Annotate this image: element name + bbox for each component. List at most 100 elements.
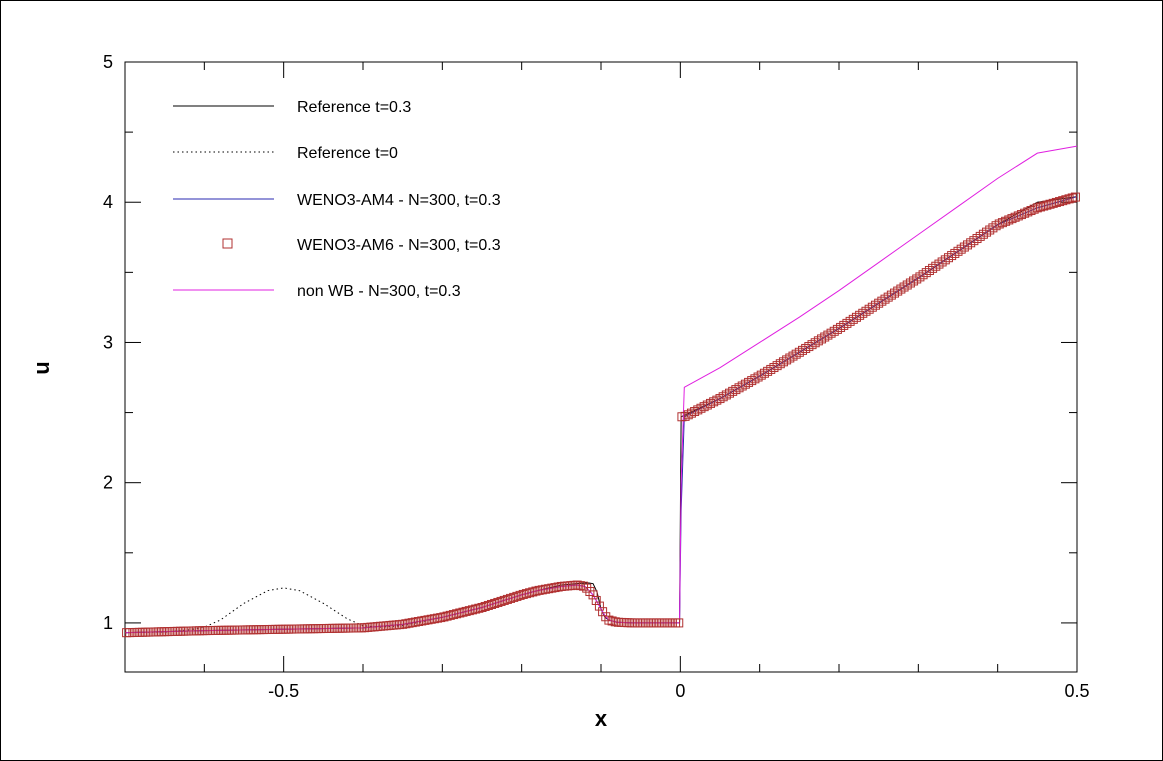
data-point-marker [994, 219, 1004, 229]
data-point-marker [674, 618, 684, 628]
data-point-marker [512, 591, 522, 601]
y-tick-label: 2 [103, 473, 113, 493]
data-point-marker [553, 582, 563, 592]
data-point-marker [502, 594, 512, 604]
data-point-marker [480, 601, 490, 611]
data-point-marker [414, 617, 424, 627]
data-point-marker [550, 583, 560, 593]
data-point-marker [534, 585, 544, 595]
data-point-marker [452, 609, 462, 619]
data-point-marker [991, 221, 1001, 231]
series-layer [124, 145, 1078, 634]
x-tick-label: -0.5 [268, 681, 299, 701]
data-point-marker [401, 619, 411, 629]
data-point-marker [433, 613, 443, 623]
data-point-marker [604, 615, 614, 625]
data-point-marker [696, 403, 706, 413]
data-point-marker [471, 604, 481, 614]
data-point-marker [439, 612, 449, 622]
data-point-marker [1023, 207, 1033, 217]
data-point-marker [699, 402, 709, 412]
data-point-marker [572, 580, 582, 590]
legend-label: non WB - N=300, t=0.3 [297, 283, 461, 300]
data-point-marker [598, 607, 608, 617]
data-point-marker [693, 405, 703, 415]
data-point-marker [477, 602, 487, 612]
data-point-marker [1020, 208, 1030, 218]
y-tick-label: 1 [103, 613, 113, 633]
y-tick-label: 4 [103, 192, 113, 212]
data-point-marker [1007, 214, 1017, 224]
data-point-marker [404, 618, 414, 628]
data-point-marker [1010, 212, 1020, 222]
data-point-marker [1064, 194, 1074, 204]
data-point-marker [1042, 200, 1052, 210]
legend-label: Reference t=0.3 [297, 99, 411, 116]
data-point-marker [702, 400, 712, 410]
data-point-marker [997, 218, 1007, 228]
data-point-marker [537, 585, 547, 595]
y-axis-title: u [29, 361, 54, 374]
legend: Reference t=0.3 Reference t=0 WENO3-AM4 - … [173, 99, 501, 300]
data-point-marker [709, 397, 719, 407]
data-point-marker [683, 410, 693, 420]
y-tick-label: 5 [103, 52, 113, 72]
data-point-marker [521, 589, 531, 599]
data-point-marker [448, 610, 458, 620]
y-axis-ticks: 1 2 3 4 5 [103, 52, 1077, 633]
data-point-marker [1036, 202, 1046, 212]
x-tick-label: 0.5 [1064, 681, 1089, 701]
data-point-marker [1058, 196, 1068, 206]
data-point-marker [1004, 215, 1014, 225]
legend-label: Reference t=0 [297, 145, 398, 162]
data-point-marker [407, 618, 417, 628]
series-line-4 [124, 145, 1078, 634]
data-point-marker [686, 408, 696, 418]
y-tick-label: 3 [103, 332, 113, 352]
data-point-marker [588, 590, 598, 600]
x-axis-title: x [595, 706, 608, 731]
data-point-marker [579, 581, 589, 591]
data-point-marker [442, 611, 452, 621]
data-point-marker [493, 597, 503, 607]
data-point-marker [487, 599, 497, 609]
data-point-marker [1026, 206, 1036, 216]
data-point-marker [607, 616, 617, 626]
data-point-marker [585, 587, 595, 597]
data-point-marker [1039, 201, 1049, 211]
data-point-marker [467, 605, 477, 615]
data-point-marker [518, 589, 528, 599]
data-point-marker [499, 595, 509, 605]
data-point-marker [544, 584, 554, 594]
data-point-marker [461, 606, 471, 616]
data-point-marker [1055, 197, 1065, 207]
data-point-marker [528, 587, 538, 597]
data-point-marker [1048, 198, 1058, 208]
data-point-marker [690, 407, 700, 417]
data-point-marker [680, 411, 690, 421]
data-point-marker [458, 607, 468, 617]
legend-marker-square [222, 238, 233, 249]
data-point-marker [423, 615, 433, 625]
data-point-marker [1070, 192, 1080, 202]
data-point-marker [420, 615, 430, 625]
data-point-marker [525, 588, 535, 598]
x-axis-ticks: -0.5 0 0.5 [124, 62, 1090, 701]
data-point-marker [398, 619, 408, 629]
data-point-marker [490, 598, 500, 608]
data-point-marker [1032, 203, 1042, 213]
data-point-marker [506, 593, 516, 603]
data-point-marker [429, 614, 439, 624]
data-point-marker [464, 606, 474, 616]
data-point-marker [1067, 193, 1077, 203]
data-point-marker [1001, 216, 1011, 226]
markers-layer [122, 192, 1080, 638]
data-point-marker [712, 395, 722, 405]
data-point-marker [575, 581, 585, 591]
data-point-marker [531, 586, 541, 596]
legend-label: WENO3-AM4 - N=300, t=0.3 [297, 192, 501, 209]
data-point-marker [1061, 195, 1071, 205]
data-point-marker [509, 592, 519, 602]
data-point-marker [540, 584, 550, 594]
